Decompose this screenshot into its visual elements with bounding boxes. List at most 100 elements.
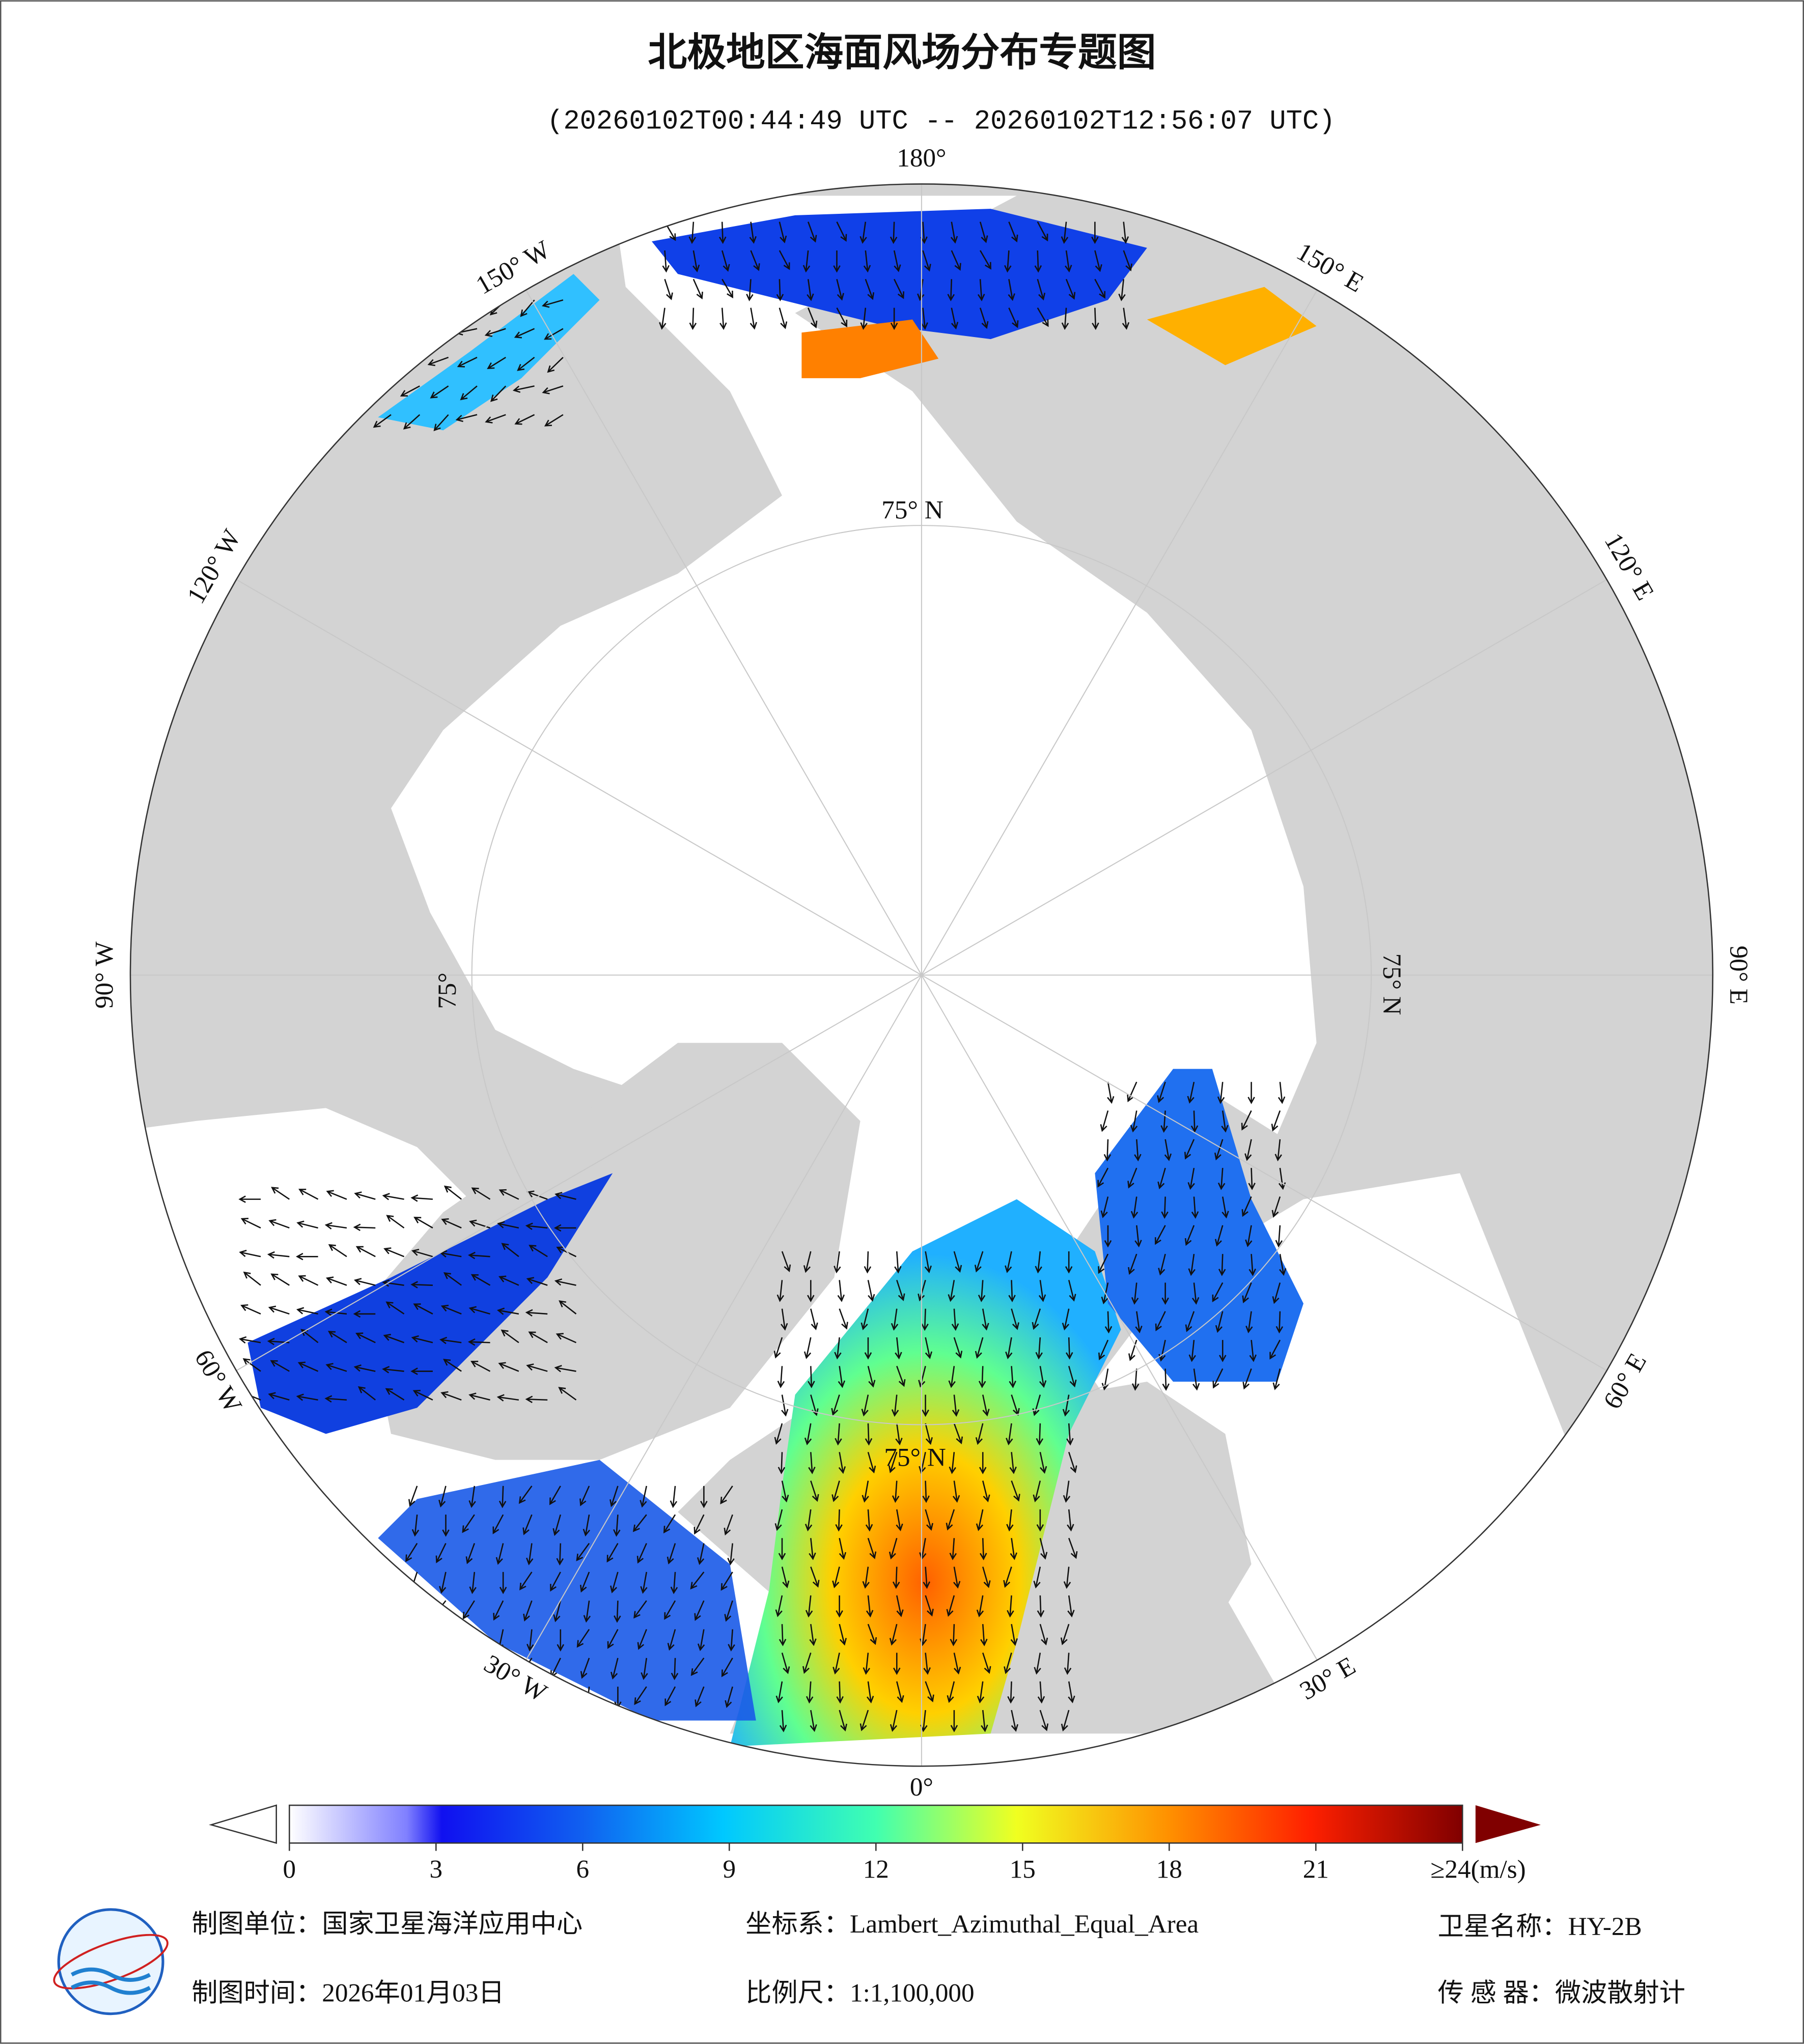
wind-arrow: [496, 1394, 519, 1402]
wind-arrow: [1127, 1167, 1137, 1189]
wind-arrow: [779, 1710, 787, 1732]
meridians: [130, 184, 1713, 1767]
wind-arrow: [896, 1509, 903, 1531]
wind-arrow: [1092, 307, 1099, 330]
wind-arrow: [1249, 1339, 1257, 1362]
wind-arrow: [1279, 1253, 1287, 1276]
wind-arrow: [544, 328, 564, 340]
wind-arrow: [1275, 1225, 1283, 1248]
wind-arrow: [952, 1394, 960, 1417]
wind-arrow: [1064, 1653, 1072, 1675]
colorbar-over: [1475, 1805, 1541, 1843]
wind-arrow: [518, 1486, 533, 1504]
footer-satellite: 卫星名称：HY-2B: [1438, 1912, 1642, 1941]
wind-arrow: [526, 1277, 548, 1286]
wind-arrow: [839, 1308, 848, 1330]
wind-arrow: [896, 1595, 904, 1617]
wind-arrow: [1187, 1081, 1195, 1104]
wind-arrow: [514, 414, 535, 425]
wind-arrow: [487, 356, 506, 370]
wind-arrow: [1101, 1282, 1109, 1305]
wind-arrow: [353, 1223, 376, 1231]
wind-arrow: [613, 1515, 621, 1537]
wind-arrow: [977, 1681, 985, 1704]
wind-arrow: [497, 1221, 519, 1229]
wind-arrow: [977, 279, 985, 301]
wind-arrow: [777, 1366, 785, 1388]
wind-arrow: [355, 1332, 376, 1343]
wind-arrow: [528, 1331, 548, 1343]
wind-field-okhotsk: [1147, 287, 1317, 366]
longitude-label: 90° W: [90, 941, 119, 1009]
wind-arrow: [1035, 1251, 1042, 1274]
wind-arrow: [499, 1572, 507, 1594]
colorbar-tick-label: 6: [576, 1855, 590, 1884]
wind-arrow: [923, 1566, 930, 1589]
wind-arrow: [1248, 1254, 1256, 1276]
wind-arrow: [861, 1308, 869, 1331]
wind-arrow: [664, 278, 673, 300]
meridian: [921, 974, 1318, 1661]
wind-arrow: [803, 1251, 812, 1273]
wind-arrow: [1215, 1311, 1224, 1333]
wind-arrow: [443, 1359, 462, 1372]
wind-arrow: [1154, 1225, 1166, 1245]
wind-arrow: [324, 1395, 347, 1403]
wind-arrow: [1100, 1110, 1109, 1132]
wind-arrow: [1217, 1082, 1225, 1104]
subtitle: (20260102T00:44:49 UTC -- 20260102T12:56…: [547, 106, 1335, 137]
wind-arrow: [1271, 1110, 1281, 1132]
wind-arrow: [921, 1308, 929, 1331]
wind-arrow: [526, 1543, 534, 1565]
wind-arrow: [457, 356, 478, 368]
wind-arrow: [1121, 221, 1129, 244]
wind-arrow: [922, 1480, 930, 1503]
wind-arrow: [866, 1595, 874, 1618]
wind-arrow: [890, 221, 898, 244]
wind-arrow: [775, 1681, 783, 1703]
wind-arrow: [411, 1515, 420, 1537]
wind-arrow: [490, 385, 507, 402]
meridian: [921, 290, 1318, 975]
wind-arrow: [670, 1486, 678, 1508]
wind-arrow: [950, 1624, 958, 1646]
wind-arrow: [435, 1543, 447, 1563]
wind-arrow: [525, 1309, 548, 1317]
wind-arrow: [240, 1304, 261, 1315]
wind-arrow: [953, 1251, 962, 1273]
colorbar-tick-label: 0: [283, 1855, 296, 1884]
wind-arrow: [953, 1566, 961, 1589]
wind-arrow: [1190, 1110, 1199, 1133]
wind-arrow: [836, 221, 847, 242]
wind-arrow: [1241, 1110, 1252, 1131]
wind-arrow: [1271, 1196, 1281, 1218]
wind-arrow: [1005, 1337, 1013, 1359]
wind-arrow: [470, 1360, 491, 1372]
wind-arrow: [779, 307, 788, 329]
wind-arrow: [951, 307, 959, 330]
wind-arrow: [890, 1710, 898, 1732]
wind-arrow: [864, 1337, 872, 1360]
wind-arrow: [700, 1486, 708, 1508]
wind-arrow: [268, 1392, 290, 1401]
wind-arrow: [1039, 1452, 1047, 1474]
wind-arrow: [542, 385, 564, 395]
wind-arrow: [721, 250, 730, 272]
colorbar-tick-label: 18: [1156, 1855, 1182, 1884]
wind-arrow: [1157, 1081, 1166, 1103]
wind-arrow: [833, 250, 841, 273]
wind-arrow: [746, 279, 754, 301]
wind-arrow: [835, 1423, 842, 1446]
wind-arrow: [892, 1566, 900, 1589]
wind-arrow: [460, 385, 478, 401]
meridian: [921, 974, 1607, 1371]
wind-arrow: [1155, 1311, 1166, 1332]
wind-arrow: [1192, 1368, 1200, 1391]
wind-arrow: [1131, 1282, 1139, 1305]
wind-arrow: [805, 1595, 813, 1618]
wind-arrow: [982, 1566, 991, 1588]
wind-arrow: [353, 1310, 376, 1318]
wind-arrow: [836, 1681, 844, 1704]
wind-arrow: [1272, 1282, 1281, 1304]
wind-arrow: [774, 1509, 783, 1531]
